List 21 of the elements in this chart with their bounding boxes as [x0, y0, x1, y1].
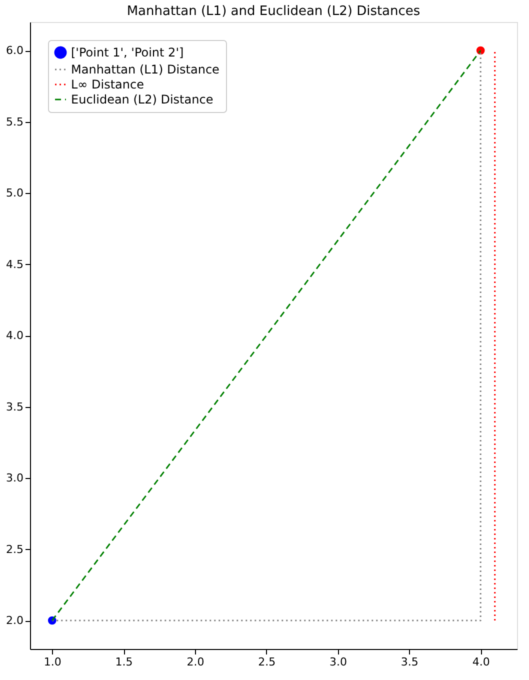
x-tick-label: 1.5: [115, 656, 133, 668]
y-tick-label: 2.0: [6, 614, 24, 627]
y-tick-label: 4.0: [6, 329, 24, 342]
legend-label: ['Point 1', 'Point 2']: [71, 46, 184, 60]
x-tick-label: 3.0: [330, 656, 348, 668]
y-tick-label: 6.0: [6, 44, 24, 57]
legend-label: Euclidean (L2) Distance: [71, 92, 214, 106]
y-tick-label: 3.0: [6, 472, 24, 484]
legend-label: Manhattan (L1) Distance: [71, 62, 220, 76]
legend-label: L∞ Distance: [71, 78, 144, 92]
y-tick-label: 5.0: [6, 186, 24, 200]
x-tick-label: 2.0: [186, 656, 204, 668]
x-tick-label: 4.0: [472, 656, 490, 668]
x-tick-label: 1.0: [44, 656, 62, 668]
x-tick-label: 2.5: [258, 656, 276, 668]
y-tick-label: 3.5: [6, 400, 24, 414]
x-tick-label: 3.5: [400, 656, 418, 668]
y-tick-label: 5.5: [6, 115, 24, 128]
y-tick-label: 4.5: [6, 258, 24, 271]
chart-title: Manhattan (L1) and Euclidean (L2) Distances: [126, 4, 420, 19]
y-tick-label: 2.5: [6, 542, 24, 556]
